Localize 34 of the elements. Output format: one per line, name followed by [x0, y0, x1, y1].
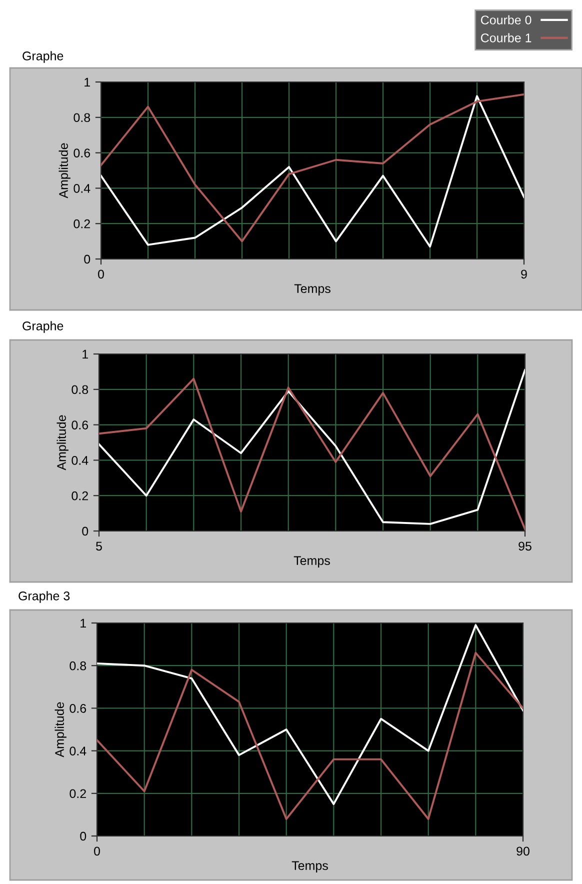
y-axis-title: Amplitude — [54, 702, 66, 758]
x-tick-label: 5 — [96, 542, 102, 551]
y-tick-label: 0.2 — [74, 219, 90, 228]
y-axis-title: Amplitude — [58, 143, 70, 198]
y-axis-title: Amplitude — [56, 415, 68, 470]
y-tick-label: 0 — [84, 254, 90, 264]
line-series — [97, 652, 523, 820]
y-tick-label: 0 — [82, 526, 88, 536]
legend-label: Courbe 1 — [480, 33, 532, 42]
chart-title: Graphe — [22, 51, 64, 63]
y-tick-label: 0.8 — [70, 661, 86, 670]
y-tick-label: 0.2 — [70, 789, 86, 798]
y-tick-label: 0.8 — [74, 113, 90, 122]
y-tick-label: 0.8 — [72, 385, 88, 394]
y-tick-label: 1 — [82, 350, 88, 359]
y-tick-label: 0.4 — [74, 184, 90, 193]
y-tick-label: 1 — [84, 78, 90, 87]
y-tick-label: 0.4 — [72, 456, 88, 465]
chart-title: Graphe — [22, 321, 64, 333]
y-tick-label: 1 — [80, 618, 86, 628]
legend-label: Courbe 0 — [480, 15, 532, 24]
x-axis-title: Temps — [292, 861, 328, 872]
y-tick-label: 0.4 — [70, 746, 86, 756]
y-tick-label: 0.6 — [72, 420, 88, 430]
x-axis-title: Temps — [294, 284, 330, 296]
chart-title: Graphe 3 — [18, 591, 70, 603]
x-tick-label: 95 — [518, 542, 532, 551]
x-tick-label: 90 — [516, 846, 530, 856]
y-tick-label: 0.6 — [70, 704, 86, 713]
y-tick-label: 0.2 — [72, 491, 88, 500]
y-tick-label: 0 — [80, 832, 86, 841]
y-tick-label: 0.6 — [74, 148, 90, 158]
x-axis-title: Temps — [294, 556, 330, 568]
x-tick-label: 9 — [521, 270, 527, 279]
